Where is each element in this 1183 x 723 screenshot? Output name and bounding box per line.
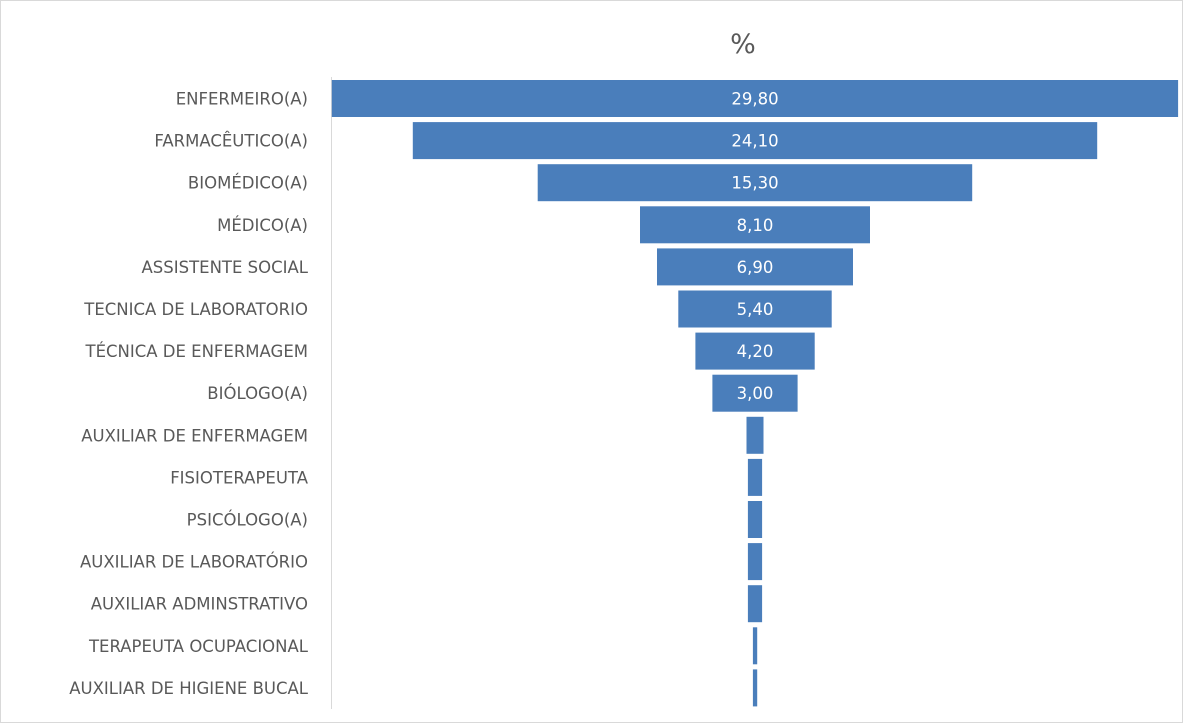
data-label: 29,80	[731, 90, 778, 109]
data-label: 6,90	[737, 258, 774, 277]
category-label: AUXILIAR ADMINSTRATIVO	[91, 595, 308, 614]
data-label: 3,00	[737, 384, 774, 403]
category-label: TERAPEUTA OCUPACIONAL	[88, 637, 309, 656]
category-labels: ENFERMEIRO(A) FARMACÊUTICO(A) BIOMÉDICO(A)…	[69, 90, 309, 698]
data-label: 4,20	[737, 342, 774, 361]
data-label: 24,10	[731, 132, 778, 151]
bar	[752, 627, 758, 665]
bar	[695, 332, 815, 370]
category-label: AUXILIAR DE HIGIENE BUCAL	[69, 679, 309, 698]
bar	[657, 248, 853, 286]
category-label: AUXILIAR DE ENFERMAGEM	[81, 426, 308, 445]
data-label: 15,30	[731, 174, 778, 193]
category-label: FARMACÊUTICO(A)	[154, 132, 308, 151]
data-label: 5,40	[737, 300, 774, 319]
data-labels: 29,80 24,10 15,30 8,10 6,90 5,40 4,20 3,00	[731, 90, 778, 404]
bar	[537, 164, 973, 202]
bar	[640, 206, 870, 244]
bar	[747, 458, 763, 496]
category-label: BIOMÉDICO(A)	[188, 174, 308, 193]
bar	[747, 585, 763, 623]
bar	[712, 374, 798, 412]
category-label: TECNICA DE LABORATORIO	[83, 300, 308, 319]
category-label: FISIOTERAPEUTA	[170, 468, 309, 487]
chart-title: %	[730, 29, 756, 60]
category-label: TÉCNICA DE ENFERMAGEM	[85, 342, 309, 361]
bar	[746, 416, 764, 454]
category-label: MÉDICO(A)	[217, 216, 308, 235]
bar	[412, 122, 1098, 160]
category-label: ASSISTENTE SOCIAL	[142, 258, 309, 277]
category-label: ENFERMEIRO(A)	[176, 90, 308, 109]
category-label: BIÓLOGO(A)	[207, 384, 308, 403]
category-label: PSICÓLOGO(A)	[187, 511, 308, 530]
bar	[747, 501, 763, 538]
bar	[752, 669, 758, 707]
category-label: AUXILIAR DE LABORATÓRIO	[80, 553, 308, 572]
bar	[678, 290, 832, 328]
bar	[747, 543, 763, 581]
bar	[331, 80, 1179, 117]
data-label: 8,10	[737, 216, 774, 235]
bars-group	[331, 80, 1179, 707]
